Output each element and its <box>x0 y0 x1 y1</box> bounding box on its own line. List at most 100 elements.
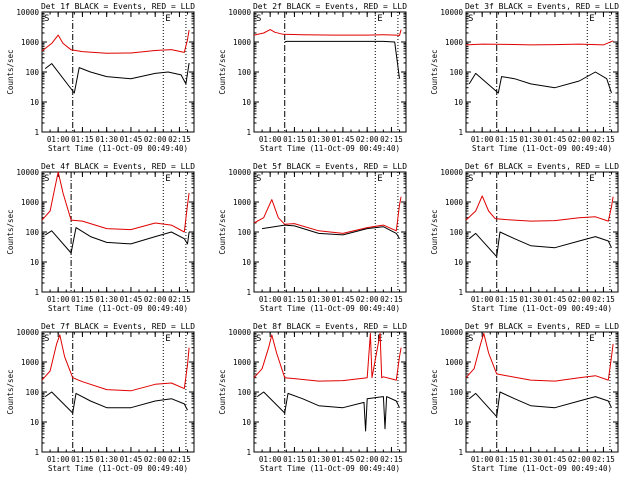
chart-8-start-marker: S <box>256 334 261 344</box>
chart-1-ytick-label: 1000 <box>21 38 40 47</box>
chart-1-start-marker: S <box>44 14 49 24</box>
chart-4-ytick-label: 1 <box>34 288 39 297</box>
chart-5-start-marker: S <box>256 174 261 184</box>
chart-6-xtick-label: 01:30 <box>519 295 542 304</box>
chart-3-series-lld <box>465 40 614 46</box>
chart-5-ytick-label: 1 <box>246 288 251 297</box>
chart-6-frame <box>465 171 619 293</box>
chart-5-series-events <box>262 224 400 239</box>
chart-1-xtick-label: 02:00 <box>144 135 167 144</box>
chart-9-start-marker: S <box>468 334 473 344</box>
chart-3: Det 3f BLACK = Events, RED = LLD 1 10 100 10… <box>430 2 619 153</box>
chart-3-title: Det 3f BLACK = Events, RED = LLD <box>465 2 619 11</box>
chart-1-ytick-label: 10000 <box>16 8 39 17</box>
chart-2-xtick-label: 01:15 <box>283 135 306 144</box>
chart-3-ylabel: Counts/sec <box>430 49 439 94</box>
chart-7-ytick-label: 100 <box>25 388 39 397</box>
chart-6-ytick-label: 100 <box>449 228 463 237</box>
chart-7-series-lld <box>41 334 190 392</box>
chart-3-xtick-label: 02:00 <box>568 135 591 144</box>
chart-1-series-lld <box>41 30 190 54</box>
chart-8-xtick-label: 01:45 <box>332 455 355 464</box>
chart-2-ytick-label: 1000 <box>233 38 252 47</box>
chart-6-ytick-label: 10000 <box>440 168 463 177</box>
chart-6-ylabel: Counts/sec <box>430 209 439 254</box>
chart-9-series-lld <box>465 332 614 382</box>
chart-2-frame <box>253 11 407 133</box>
chart-8-ytick-label: 10 <box>242 418 252 427</box>
chart-4-series-events <box>44 227 190 254</box>
chart-4-ytick-label: 10 <box>30 258 40 267</box>
chart-3-ytick-label: 10 <box>454 98 464 107</box>
chart-1-xtick-label: 01:00 <box>47 135 70 144</box>
chart-9-ytick-label: 1000 <box>445 358 464 367</box>
chart-3-xtick-label: 01:00 <box>471 135 494 144</box>
chart-1-frame <box>41 11 195 133</box>
chart-9-xtick-label: 01:15 <box>495 455 518 464</box>
chart-6-xtick-label: 02:15 <box>592 295 615 304</box>
chart-5-ytick-label: 100 <box>237 228 251 237</box>
chart-3-end-marker: E <box>589 14 594 24</box>
chart-9-xlabel: Start Time (11-Oct-09 00:49:40) <box>472 464 612 473</box>
chart-5-xtick-label: 01:00 <box>259 295 282 304</box>
chart-7-end-marker: E <box>165 334 170 344</box>
chart-4-ylabel: Counts/sec <box>6 209 15 254</box>
chart-6-end-marker: E <box>589 174 594 184</box>
chart-3-ytick-label: 100 <box>449 68 463 77</box>
chart-5-title: Det 5f BLACK = Events, RED = LLD <box>253 162 407 171</box>
chart-4-xtick-label: 01:15 <box>71 295 94 304</box>
chart-2-ytick-label: 100 <box>237 68 251 77</box>
chart-8-ytick-label: 10000 <box>228 328 251 337</box>
chart-7: Det 7f BLACK = Events, RED = LLD 1 10 100 10… <box>6 322 195 473</box>
chart-6-ytick-label: 10 <box>454 258 464 267</box>
chart-5-xlabel: Start Time (11-Oct-09 00:49:40) <box>260 304 400 313</box>
chart-6-series-lld <box>465 195 614 222</box>
chart-9-xtick-label: 02:00 <box>568 455 591 464</box>
chart-8-xtick-label: 02:00 <box>356 455 379 464</box>
chart-8-xtick-label: 01:15 <box>283 455 306 464</box>
chart-1-xtick-label: 01:45 <box>120 135 143 144</box>
chart-4-series-lld <box>41 171 190 233</box>
chart-6-xlabel: Start Time (11-Oct-09 00:49:40) <box>472 304 612 313</box>
chart-2-ytick-label: 10000 <box>228 8 251 17</box>
chart-7-series-events <box>44 391 188 414</box>
chart-8-xtick-label: 01:00 <box>259 455 282 464</box>
chart-9-ylabel: Counts/sec <box>430 369 439 414</box>
chart-1-ytick-label: 10 <box>30 98 40 107</box>
chart-1-end-marker: E <box>165 14 170 24</box>
chart-5-ylabel: Counts/sec <box>218 209 227 254</box>
chart-7-start-marker: S <box>44 334 49 344</box>
chart-2-ytick-label: 1 <box>246 128 251 137</box>
chart-8-series-lld <box>253 332 402 382</box>
chart-3-xtick-label: 02:15 <box>592 135 615 144</box>
chart-5-xtick-label: 01:30 <box>307 295 330 304</box>
chart-7-ytick-label: 1 <box>34 448 39 457</box>
chart-5-xtick-label: 02:15 <box>380 295 403 304</box>
chart-6-xtick-label: 02:00 <box>568 295 591 304</box>
chart-9-xtick-label: 01:00 <box>471 455 494 464</box>
chart-3-ytick-label: 10000 <box>440 8 463 17</box>
chart-1: Det 1f BLACK = Events, RED = LLD 1 10 100 10… <box>6 2 195 153</box>
chart-5-ytick-label: 1000 <box>233 198 252 207</box>
chart-8-title: Det 8f BLACK = Events, RED = LLD <box>253 322 407 331</box>
chart-5-ytick-label: 10 <box>242 258 252 267</box>
chart-2-xtick-label: 01:30 <box>307 135 330 144</box>
chart-9-frame <box>465 331 619 453</box>
chart-2-ytick-label: 10 <box>242 98 252 107</box>
chart-3-xtick-label: 01:15 <box>495 135 518 144</box>
chart-9-ytick-label: 100 <box>449 388 463 397</box>
chart-8-ytick-label: 1000 <box>233 358 252 367</box>
chart-1-title: Det 1f BLACK = Events, RED = LLD <box>41 2 195 11</box>
chart-8-ytick-label: 100 <box>237 388 251 397</box>
chart-1-ytick-label: 1 <box>34 128 39 137</box>
chart-5: Det 5f BLACK = Events, RED = LLD 1 10 100 10… <box>218 162 407 313</box>
chart-3-xtick-label: 01:30 <box>519 135 542 144</box>
chart-4-xlabel: Start Time (11-Oct-09 00:49:40) <box>48 304 188 313</box>
chart-4-xtick-label: 01:00 <box>47 295 70 304</box>
chart-7-ytick-label: 1000 <box>21 358 40 367</box>
chart-1-series-events <box>44 62 190 94</box>
chart-7-ytick-label: 10 <box>30 418 40 427</box>
chart-2-title: Det 2f BLACK = Events, RED = LLD <box>253 2 407 11</box>
chart-1-xlabel: Start Time (11-Oct-09 00:49:40) <box>48 144 188 153</box>
chart-4-xtick-label: 01:45 <box>120 295 143 304</box>
